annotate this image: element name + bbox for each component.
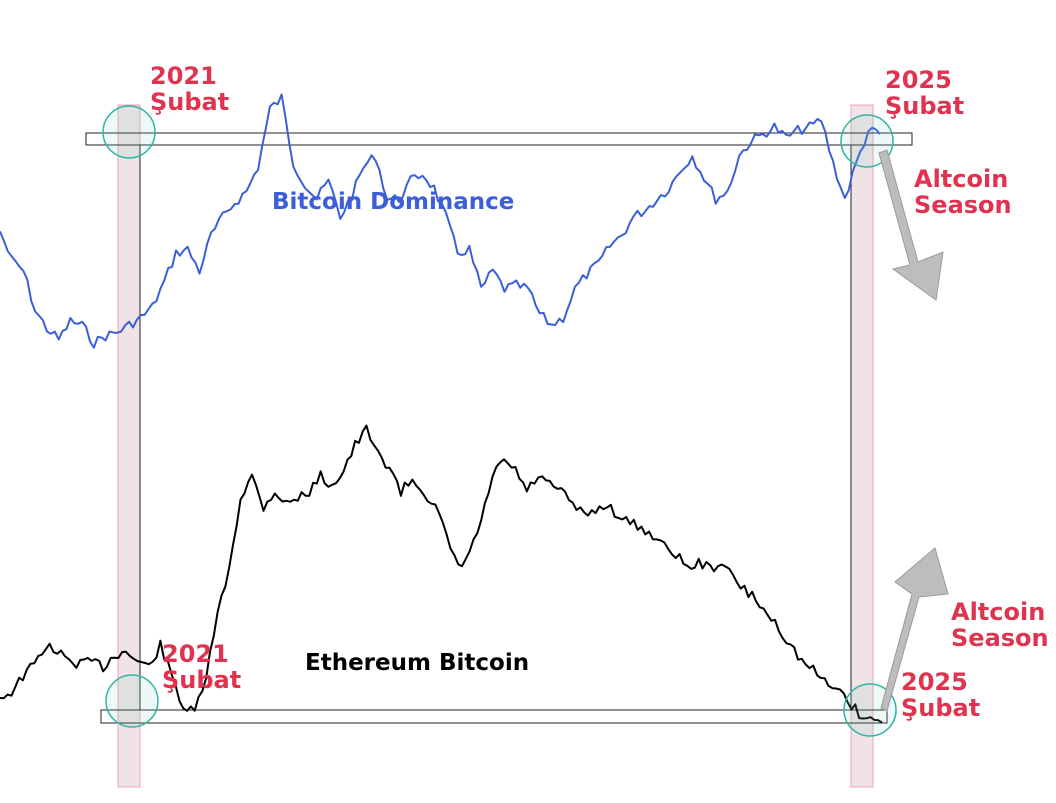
bitcoin-dominance-line [0,93,881,349]
btc-start-year: 2021 [150,62,217,90]
btc-level-box [85,132,913,146]
btc-start-month: Şubat [150,87,230,116]
arrow-up-icon [880,547,949,712]
btc-end-year: 2025 [885,66,952,94]
btc-start-label: 2021 Şubat [150,62,230,116]
ethereum-bitcoin-line [0,424,883,724]
btc-end-month: Şubat [885,91,965,120]
arrow-down-icon [878,149,944,301]
eth-end-label: 2025 Şubat [901,668,981,722]
series-label-bitcoin-dominance: Bitcoin Dominance [272,189,515,215]
circle-eth-2021 [105,674,159,728]
btc-altcoin-season-label: Altcoin Season [914,165,1012,219]
series-label-ethereum-bitcoin: Ethereum Bitcoin [305,650,530,676]
eth-altcoin-season-label: Altcoin Season [951,598,1049,652]
circle-btc-2021 [102,105,156,159]
btc-end-label: 2025 Şubat [885,66,965,120]
eth-start-label: 2021 Şubat [162,640,242,694]
circle-eth-2025 [843,683,897,737]
eth-start-month: Şubat [162,665,242,694]
eth-end-year: 2025 [901,668,968,696]
btc-altcoin-word: Altcoin [914,165,1009,193]
btc-season-word: Season [914,190,1012,219]
eth-level-box [100,709,888,724]
eth-start-year: 2021 [162,640,229,668]
eth-season-word: Season [951,623,1049,652]
eth-end-month: Şubat [901,693,981,722]
eth-altcoin-word: Altcoin [951,598,1046,626]
